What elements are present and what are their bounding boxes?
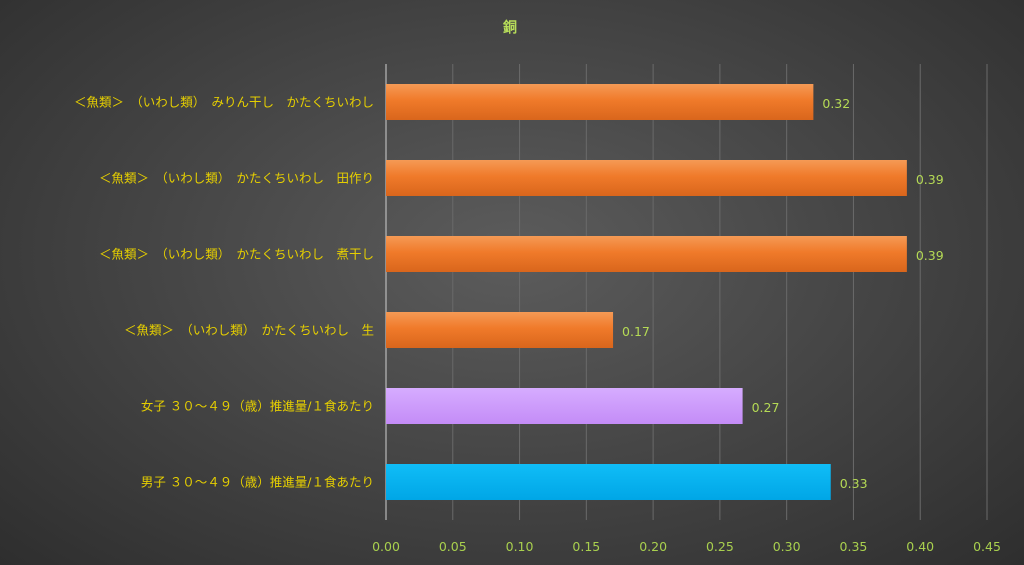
data-label: 0.17 <box>622 324 650 339</box>
bar <box>386 236 907 272</box>
x-tick-label: 0.45 <box>973 539 1001 554</box>
data-label: 0.33 <box>840 476 868 491</box>
bar <box>386 312 614 348</box>
bar <box>386 388 743 424</box>
data-label: 0.32 <box>822 96 850 111</box>
x-tick-label: 0.00 <box>372 539 400 554</box>
data-label: 0.27 <box>752 400 780 415</box>
x-tick-label: 0.25 <box>706 539 734 554</box>
chart-title: 銅 <box>503 19 517 36</box>
x-tick-label: 0.15 <box>572 539 600 554</box>
x-tick-label: 0.40 <box>906 539 934 554</box>
data-label: 0.39 <box>916 248 944 263</box>
x-tick-label: 0.10 <box>506 539 534 554</box>
x-tick-label: 0.05 <box>439 539 467 554</box>
x-tick-label: 0.20 <box>639 539 667 554</box>
category-label: ＜魚類＞ （いわし類） かたくちいわし 煮干し <box>99 247 374 262</box>
category-label: ＜魚類＞ （いわし類） かたくちいわし 生 <box>124 323 374 338</box>
category-label: 女子 ３０～４９（歳）推進量/１食あたり <box>141 399 374 414</box>
category-label: ＜魚類＞ （いわし類） みりん干し かたくちいわし <box>74 95 374 110</box>
bar <box>386 84 814 120</box>
bar <box>386 160 907 196</box>
data-label: 0.39 <box>916 172 944 187</box>
bar <box>386 464 831 500</box>
x-tick-label: 0.30 <box>773 539 801 554</box>
x-tick-label: 0.35 <box>840 539 868 554</box>
category-label: 男子 ３０～４９（歳）推進量/１食あたり <box>141 475 374 490</box>
category-label: ＜魚類＞ （いわし類） かたくちいわし 田作り <box>99 171 374 186</box>
